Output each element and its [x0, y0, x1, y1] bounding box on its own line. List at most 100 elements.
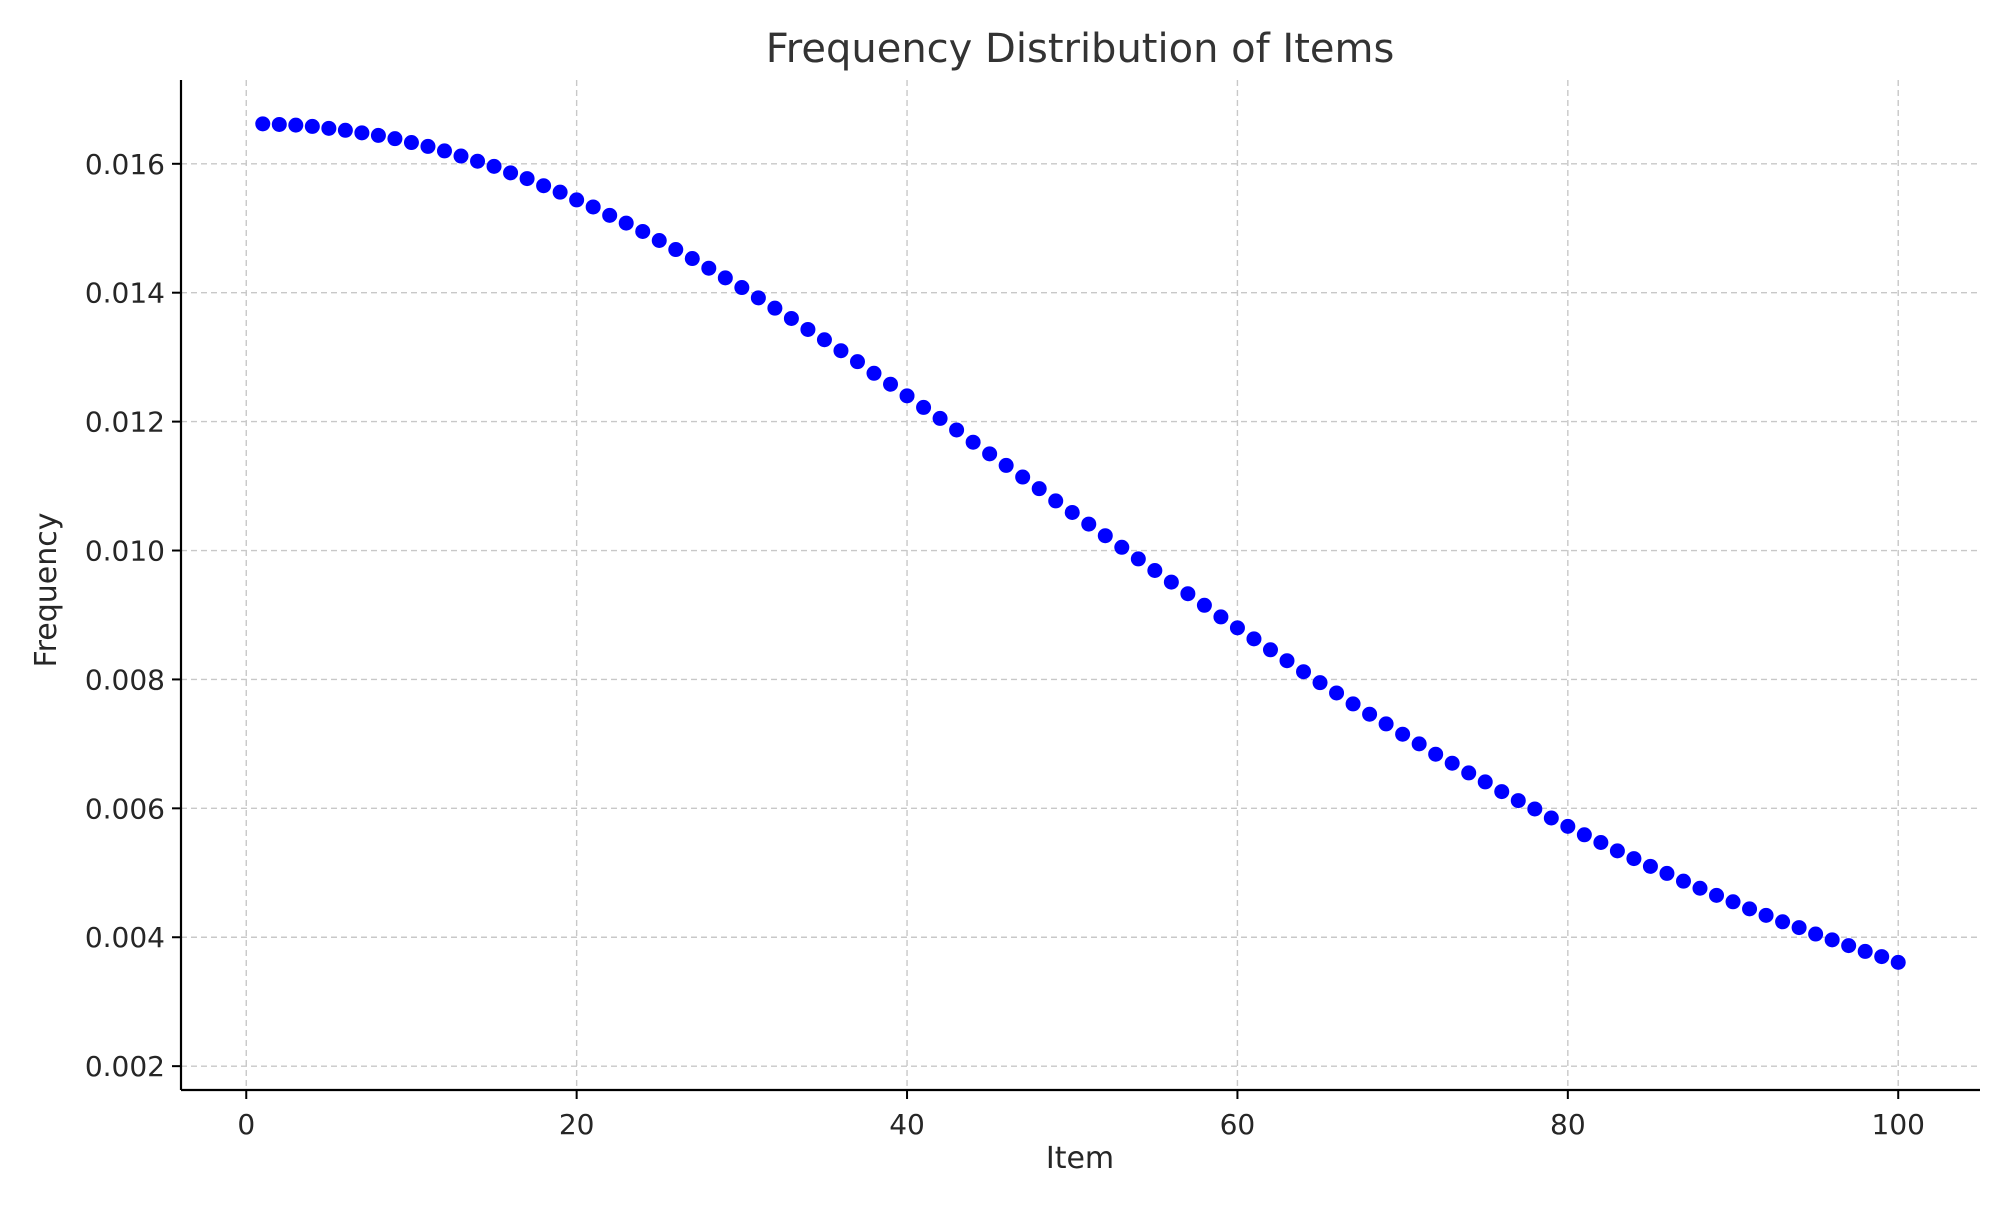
data-point [1130, 551, 1146, 567]
x-tick-label: 20 [559, 1108, 595, 1141]
data-point [1444, 755, 1460, 771]
data-point [1543, 810, 1559, 826]
data-point [651, 232, 667, 248]
axes-layer [179, 80, 1980, 1092]
data-point [982, 446, 998, 462]
data-point [370, 127, 386, 143]
data-point [783, 310, 799, 326]
data-point [1147, 562, 1163, 578]
data-point [1857, 943, 1873, 959]
data-point [453, 148, 469, 164]
data-point [800, 321, 816, 337]
data-point [932, 410, 948, 426]
data-point [1048, 493, 1064, 509]
y-tick-label: 0.002 [85, 1050, 165, 1083]
data-point [684, 251, 700, 267]
data-point [1874, 949, 1890, 965]
data-point [1626, 851, 1642, 867]
data-point [1461, 765, 1477, 781]
data-point [1428, 746, 1444, 762]
data-point [1163, 574, 1179, 590]
y-tick-label: 0.004 [85, 921, 165, 954]
ticks-layer: 0 20 40 60 80 100 0.002 0.004 0.006 0.008 0.010 0.0… [85, 148, 1925, 1141]
data-point [602, 207, 618, 223]
data-point [1742, 901, 1758, 917]
data-point [1890, 954, 1906, 970]
y-tick-label: 0.010 [85, 535, 165, 568]
data-point [883, 376, 899, 392]
data-point [1824, 932, 1840, 948]
data-point [1081, 516, 1097, 532]
data-point [965, 434, 981, 450]
data-point [1725, 894, 1741, 910]
data-point [816, 332, 832, 348]
data-point [337, 122, 353, 138]
data-point [899, 388, 915, 404]
data-point [916, 399, 932, 415]
data-point [1675, 873, 1691, 889]
data-point [354, 125, 370, 141]
data-point [1510, 793, 1526, 809]
grid-layer [181, 80, 1980, 1090]
y-tick-label: 0.016 [85, 148, 165, 181]
data-point [569, 192, 585, 208]
data-point [1494, 784, 1510, 800]
data-point [552, 184, 568, 200]
data-point [1246, 631, 1262, 647]
data-point [1709, 887, 1725, 903]
data-point [1378, 716, 1394, 732]
data-point [1362, 706, 1378, 722]
data-point [1477, 774, 1493, 790]
data-point [1015, 469, 1031, 485]
data-point [436, 143, 452, 159]
data-point [1841, 938, 1857, 954]
data-point [1097, 528, 1113, 544]
data-point [536, 178, 552, 194]
data-point [1213, 609, 1229, 625]
data-point [255, 116, 271, 132]
data-point [866, 365, 882, 381]
y-axis-label: Frequency [29, 513, 64, 668]
data-point [1395, 726, 1411, 742]
data-point [618, 215, 634, 231]
data-point [734, 280, 750, 296]
data-point [486, 158, 502, 174]
y-tick-label: 0.008 [85, 663, 165, 696]
data-point [767, 300, 783, 316]
data-point [1031, 481, 1047, 497]
data-point [1593, 834, 1609, 850]
data-point [503, 165, 519, 181]
y-tick-label: 0.012 [85, 406, 165, 439]
data-point [1527, 801, 1543, 817]
data-point [833, 343, 849, 359]
x-tick-label: 100 [1872, 1108, 1925, 1141]
data-point [998, 457, 1014, 473]
data-point [288, 117, 304, 133]
data-point [1180, 586, 1196, 602]
data-point [668, 242, 684, 258]
x-tick-label: 80 [1550, 1108, 1586, 1141]
data-point [1296, 664, 1312, 680]
data-point [1411, 736, 1427, 752]
data-point [403, 135, 419, 151]
data-point [1560, 818, 1576, 834]
data-point [849, 354, 865, 370]
x-tick-label: 40 [889, 1108, 925, 1141]
data-point [1659, 865, 1675, 881]
data-point [717, 270, 733, 286]
data-point [387, 131, 403, 147]
y-tick-label: 0.006 [85, 792, 165, 825]
data-point [750, 290, 766, 306]
data-point [1064, 504, 1080, 520]
points-layer [255, 116, 1906, 970]
x-tick-label: 60 [1220, 1108, 1256, 1141]
data-point [470, 153, 486, 169]
data-point [635, 223, 651, 239]
data-point [1329, 685, 1345, 701]
data-point [1758, 907, 1774, 923]
data-point [585, 199, 601, 215]
data-point [1576, 827, 1592, 843]
x-tick-label: 0 [237, 1108, 255, 1141]
